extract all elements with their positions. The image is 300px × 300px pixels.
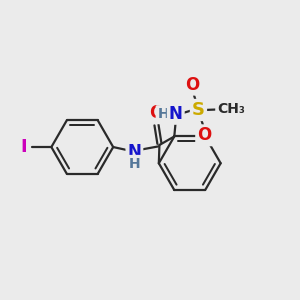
Text: O: O xyxy=(197,126,212,144)
Text: N: N xyxy=(169,105,183,123)
Text: I: I xyxy=(20,138,27,156)
Text: N: N xyxy=(128,143,141,161)
Text: O: O xyxy=(149,104,164,122)
Text: CH₃: CH₃ xyxy=(217,102,245,116)
Text: H: H xyxy=(157,107,169,121)
Text: S: S xyxy=(192,101,205,119)
Text: O: O xyxy=(185,76,200,94)
Text: H: H xyxy=(129,157,141,170)
